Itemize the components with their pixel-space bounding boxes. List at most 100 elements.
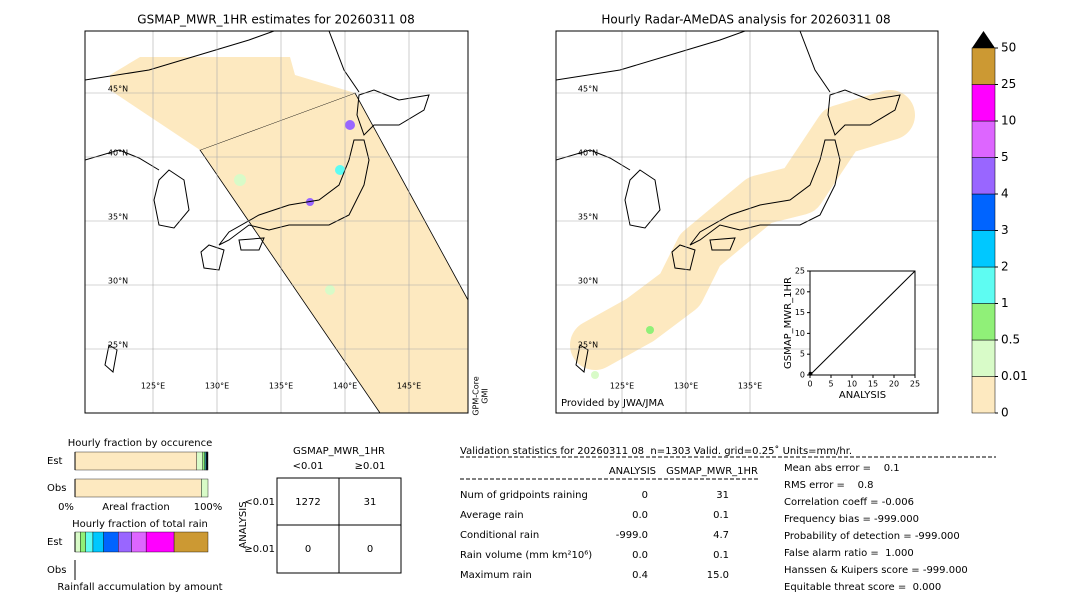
y-tick-label: 15 bbox=[795, 308, 805, 317]
row-label: Est bbox=[47, 537, 63, 548]
panel-title: Hourly fraction of total rain bbox=[72, 519, 208, 530]
score: Probability of detection = -999.000 bbox=[784, 531, 960, 542]
fraction-segment bbox=[201, 478, 209, 498]
colorbar-label: 50 bbox=[1001, 41, 1016, 55]
y-tick-label: 5 bbox=[800, 350, 805, 359]
colorbar-label: 1 bbox=[1001, 296, 1009, 310]
rain-patch bbox=[345, 120, 355, 130]
stat-value: 0.0 bbox=[632, 510, 648, 521]
lat-label: 35°N bbox=[108, 213, 128, 222]
sensor-label: GMI bbox=[481, 388, 490, 403]
score: Hanssen & Kuipers score = -999.000 bbox=[784, 565, 968, 576]
column-label: ≥0.01 bbox=[355, 461, 386, 472]
colorbar-bin bbox=[971, 84, 996, 122]
colorbar-label: 25 bbox=[1001, 77, 1016, 91]
panel-footer: Rainfall accumulation by amount bbox=[57, 582, 222, 593]
table-title: GSMAP_MWR_1HR bbox=[293, 446, 385, 457]
swath bbox=[110, 57, 355, 150]
stat-value: 0.0 bbox=[632, 550, 648, 561]
colorbar-bin bbox=[971, 193, 996, 231]
credit: Provided by JWA/JMA bbox=[561, 398, 664, 409]
x-tick-label: 0 bbox=[807, 380, 812, 389]
fraction-segment bbox=[131, 531, 147, 553]
lat-label: 40°N bbox=[108, 149, 128, 158]
stat-value: -999.0 bbox=[616, 530, 648, 541]
column-header: ANALYSIS bbox=[609, 466, 656, 477]
score: Correlation coeff = -0.006 bbox=[784, 497, 914, 508]
stats-header: Validation statistics for 20260311 08 n=… bbox=[460, 445, 852, 457]
colorbar-label: 4 bbox=[1001, 187, 1009, 201]
colorbar-bin bbox=[971, 157, 996, 195]
x-tick-label: 25 bbox=[910, 380, 920, 389]
lon-label: 125°E bbox=[141, 382, 165, 391]
y-tick-label: 10 bbox=[795, 329, 805, 338]
colorbar-bin bbox=[971, 266, 996, 304]
lat-label: 30°N bbox=[578, 277, 598, 286]
colorbar-bin bbox=[971, 376, 996, 414]
lat-label: 35°N bbox=[578, 213, 598, 222]
fraction-segment bbox=[103, 531, 119, 553]
row-label: Rain volume (mm km²10⁶) bbox=[460, 550, 592, 561]
diagonal bbox=[809, 270, 916, 376]
row-label: Est bbox=[47, 456, 63, 467]
left-map bbox=[85, 31, 468, 413]
map-title: GSMAP_MWR_1HR estimates for 20260311 08 bbox=[137, 13, 414, 27]
panel-title: Hourly fraction by occurence bbox=[68, 438, 212, 449]
fraction-segment bbox=[196, 451, 203, 471]
lat-label: 45°N bbox=[578, 85, 598, 94]
sensor-label: GPM-Core bbox=[472, 376, 481, 415]
x-axis-label: ANALYSIS bbox=[839, 390, 886, 401]
x-tick-label: 15 bbox=[868, 380, 878, 389]
colorbar-label: 3 bbox=[1001, 223, 1009, 237]
lon-label: 130°E bbox=[674, 382, 698, 391]
x-tick-label: 10 bbox=[847, 380, 857, 389]
rain-patch bbox=[234, 174, 246, 186]
colorbar-bin bbox=[971, 120, 996, 158]
fraction-segment bbox=[173, 531, 209, 553]
lat-label: 25°N bbox=[578, 341, 598, 350]
colorbar-label: 5 bbox=[1001, 150, 1009, 164]
point bbox=[808, 371, 813, 376]
rain-patch bbox=[325, 285, 335, 295]
colorbar-label: 10 bbox=[1001, 114, 1016, 128]
row-label: Average rain bbox=[460, 510, 524, 521]
score: False alarm ratio = 1.000 bbox=[784, 548, 914, 559]
colorbar-label: 0.5 bbox=[1001, 333, 1020, 347]
fraction-segment bbox=[74, 451, 197, 471]
score: RMS error = 0.8 bbox=[784, 480, 874, 491]
rain-patch bbox=[335, 165, 345, 175]
lon-label: 125°E bbox=[610, 382, 634, 391]
rain-patch bbox=[646, 326, 654, 334]
score: Frequency bias = -999.000 bbox=[784, 514, 919, 525]
score: Mean abs error = 0.1 bbox=[784, 463, 900, 474]
lat-label: 45°N bbox=[108, 85, 128, 94]
row-label: Num of gridpoints raining bbox=[460, 490, 588, 501]
y-axis-label: GSMAP_MWR_1HR bbox=[783, 277, 794, 369]
fraction-segment bbox=[145, 531, 175, 553]
stat-value: 4.7 bbox=[713, 530, 729, 541]
row-label: Obs bbox=[47, 565, 66, 576]
axis-label: 0% bbox=[58, 502, 74, 513]
row-label: ≥0.01 bbox=[244, 544, 275, 555]
lat-label: 25°N bbox=[108, 341, 128, 350]
fraction-segment bbox=[85, 531, 94, 553]
stat-value: 0.4 bbox=[632, 570, 648, 581]
stat-value: 0 bbox=[642, 490, 648, 501]
fraction-segment bbox=[118, 531, 132, 553]
table-cell: 1272 bbox=[295, 497, 320, 508]
lat-label: 30°N bbox=[108, 277, 128, 286]
x-tick-label: 5 bbox=[828, 380, 833, 389]
lon-label: 145°E bbox=[397, 382, 421, 391]
row-label: <0.01 bbox=[244, 497, 275, 508]
y-tick-label: 0 bbox=[800, 371, 805, 380]
colorbar-bin bbox=[971, 339, 996, 377]
lon-label: 135°E bbox=[738, 382, 762, 391]
table-cell: 31 bbox=[364, 497, 377, 508]
row-label: Obs bbox=[47, 483, 66, 494]
lon-label: 140°E bbox=[333, 382, 357, 391]
row-label: Maximum rain bbox=[460, 570, 532, 581]
stat-value: 0.1 bbox=[713, 510, 729, 521]
colorbar-bin bbox=[971, 47, 996, 85]
colorbar-label: 0 bbox=[1001, 406, 1009, 420]
